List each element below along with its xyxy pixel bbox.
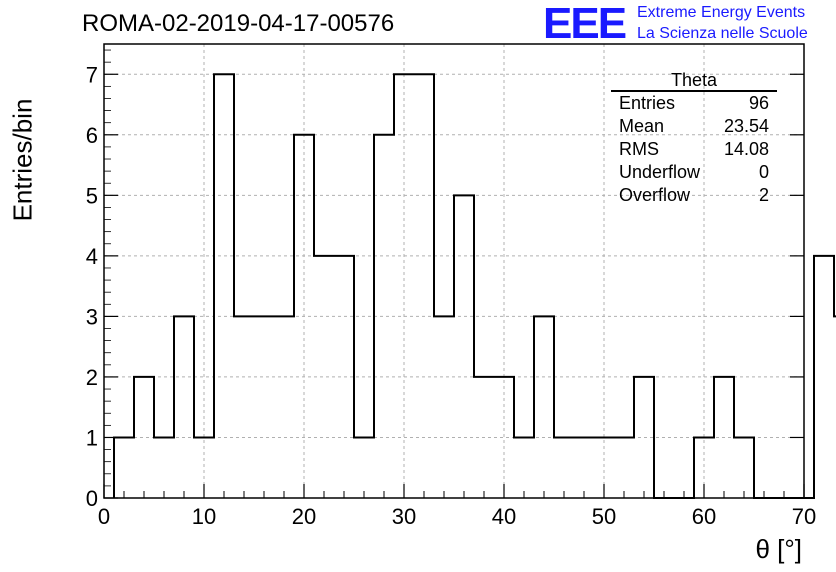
logo-line-2: La Scienza nelle Scuole — [637, 25, 808, 42]
stats-label: Overflow — [619, 185, 691, 205]
histogram-line — [113, 73, 836, 499]
y-tick-label: 0 — [86, 486, 98, 511]
stats-label: Entries — [619, 93, 676, 113]
stats-row-overflow: Overflow 2 — [611, 184, 777, 207]
stats-title: Theta — [611, 70, 777, 92]
y-tick-label: 4 — [86, 244, 98, 269]
stats-value: 0 — [758, 162, 769, 182]
stats-label: Underflow — [619, 162, 701, 182]
stats-row-rms: RMS 14.08 — [611, 138, 777, 161]
x-tick-label: 10 — [192, 504, 216, 529]
stats-row-underflow: Underflow 0 — [611, 161, 777, 184]
stats-value: 2 — [758, 185, 769, 205]
stats-row-mean: Mean 23.54 — [611, 115, 777, 138]
x-tick-label: 50 — [592, 504, 616, 529]
y-tick-label: 7 — [86, 62, 98, 87]
y-axis-label: Entries/bin — [7, 98, 38, 222]
x-axis-label: θ [°] — [755, 534, 802, 564]
x-tick-label: 70 — [792, 504, 816, 529]
x-tick-label: 0 — [98, 504, 110, 529]
logo-line-1: Extreme Energy Events — [637, 4, 806, 21]
y-tick-label: 3 — [86, 304, 98, 329]
axis-ticks — [103, 49, 805, 499]
stats-value: 14.08 — [723, 139, 769, 159]
y-axis-label-box: Entries/bin — [0, 99, 46, 222]
x-tick-label: 60 — [692, 504, 716, 529]
x-tick-label: 30 — [392, 504, 416, 529]
x-tick-label: 20 — [292, 504, 316, 529]
stats-box: Theta Entries 96 Mean 23.54 RMS 14.08 Un… — [611, 70, 777, 207]
plot-title: ROMA-02-2019-04-17-00576 — [82, 10, 395, 37]
y-tick-label: 6 — [86, 123, 98, 148]
stats-value: 96 — [748, 93, 769, 113]
plot-frame — [103, 43, 805, 499]
y-tick-label: 1 — [86, 425, 98, 450]
stats-row-entries: Entries 96 — [611, 92, 777, 115]
y-tick-label: 5 — [86, 183, 98, 208]
x-tick-label: 40 — [492, 504, 516, 529]
stats-label: Mean — [619, 116, 665, 136]
y-tick-label: 2 — [86, 365, 98, 390]
stats-label: RMS — [619, 139, 659, 159]
eee-logo: EEE — [543, 0, 627, 48]
stats-value: 23.54 — [723, 116, 769, 136]
